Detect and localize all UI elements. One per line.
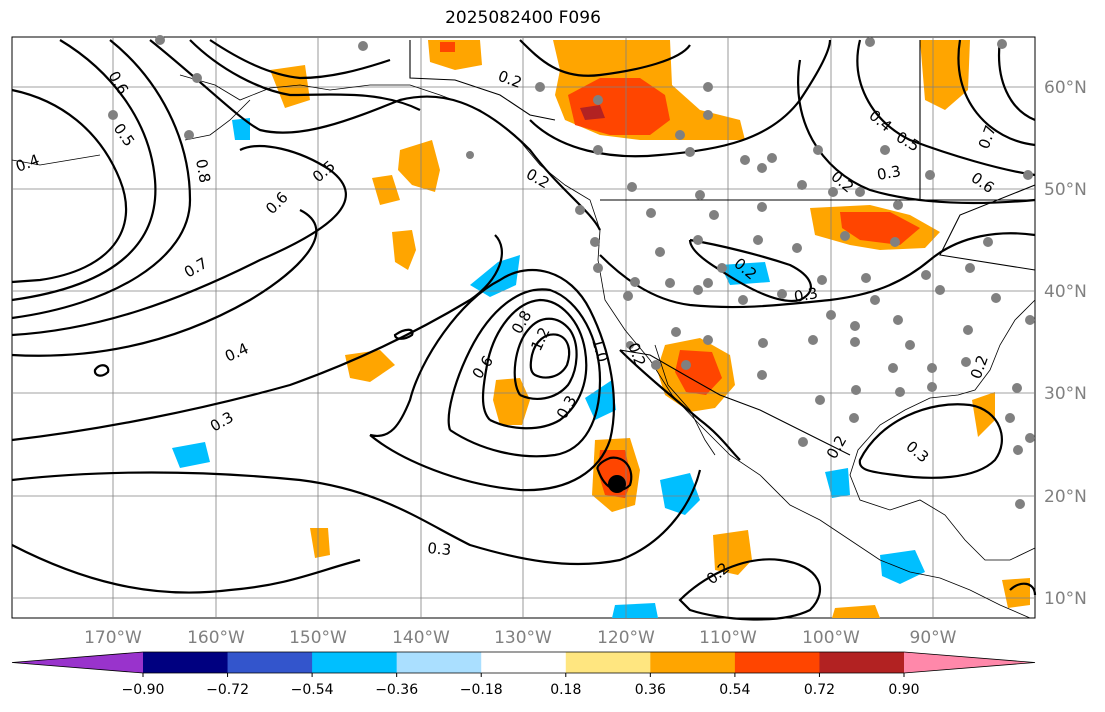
shading-patch xyxy=(392,230,416,270)
colorbar-tick-label: 0.18 xyxy=(550,682,581,698)
shading-patch xyxy=(270,65,310,108)
lon-label: 110°W xyxy=(699,628,757,648)
lat-label: 20°N xyxy=(1044,487,1087,507)
colorbar-tick-label: 0.36 xyxy=(635,682,666,698)
coastlines xyxy=(11,74,1036,619)
shading-patch xyxy=(880,550,925,584)
colorbar-segment xyxy=(819,652,905,673)
lon-label: 150°W xyxy=(289,628,347,648)
colorbar-segment xyxy=(650,652,736,673)
shading-patch xyxy=(1002,578,1030,608)
colorbar-extend-low xyxy=(12,652,143,673)
shading-patch xyxy=(372,175,400,205)
lat-label: 30°N xyxy=(1044,384,1087,404)
colorbar: −0.90 −0.72 −0.54 −0.36 −0.18 0.18 0.36 0.54 0.7… xyxy=(11,651,1036,698)
lon-label: 120°W xyxy=(597,628,655,648)
contour-label: 0.3 xyxy=(793,284,820,306)
colorbar-tick-label: −0.90 xyxy=(122,682,165,698)
colorbar-segment xyxy=(565,652,651,673)
lat-label: 10°N xyxy=(1044,589,1087,609)
colorbar-tick-label: −0.72 xyxy=(206,682,249,698)
lon-label: 90°W xyxy=(910,628,957,648)
contour-label: 0.3 xyxy=(876,162,903,184)
colorbar-tick-label: 0.90 xyxy=(888,682,919,698)
storm-center-marker xyxy=(608,475,626,493)
colorbar-tick-label: −0.54 xyxy=(291,682,334,698)
shading-patch xyxy=(832,605,880,618)
map-frame xyxy=(11,36,1036,619)
colorbar-segment xyxy=(734,652,820,673)
lat-label: 60°N xyxy=(1044,78,1087,98)
lat-label: 50°N xyxy=(1044,180,1087,200)
shading-patch xyxy=(568,78,670,135)
colorbar-segment xyxy=(227,652,313,673)
contour-lines xyxy=(11,39,1037,621)
borders xyxy=(409,40,1036,456)
shading-patch xyxy=(972,392,995,437)
colorbar-segment xyxy=(143,652,229,673)
contour-label: 0.8 xyxy=(192,158,214,185)
contour-label: 0.3 xyxy=(427,539,452,559)
lon-label: 140°W xyxy=(392,628,450,648)
longitude-labels: 170°W 160°W 150°W 140°W 130°W 120°W 110°… xyxy=(84,628,957,648)
colorbar-tick-label: −0.36 xyxy=(375,682,418,698)
shading-patch xyxy=(440,42,455,52)
colorbar-segment xyxy=(481,652,567,673)
colorbar-segment xyxy=(396,652,482,673)
shading-patch xyxy=(172,442,210,468)
lat-label: 40°N xyxy=(1044,282,1087,302)
shading-patch xyxy=(840,212,920,245)
lon-label: 170°W xyxy=(84,628,142,648)
shading-patch xyxy=(310,528,330,558)
station-dots xyxy=(108,35,1035,509)
shading-patch xyxy=(585,380,616,420)
shading-patch xyxy=(580,105,605,120)
shading-patch xyxy=(398,140,440,192)
colorbar-tick-label: 0.72 xyxy=(804,682,835,698)
latitude-labels: 60°N 50°N 40°N 30°N 20°N 10°N xyxy=(1044,78,1087,609)
colorbar-extend-high xyxy=(904,652,1035,673)
shading-patch xyxy=(660,473,700,515)
colorbar-segment xyxy=(312,652,398,673)
colorbar-tick-label: −0.18 xyxy=(460,682,503,698)
shading-patch xyxy=(493,378,530,425)
contour-label: 1.0 xyxy=(588,336,612,364)
map-title: 2025082400 F096 xyxy=(445,8,601,28)
lon-label: 160°W xyxy=(187,628,245,648)
lon-label: 130°W xyxy=(494,628,552,648)
colorbar-tick-label: 0.54 xyxy=(719,682,750,698)
shading-patch xyxy=(232,118,250,140)
lon-label: 100°W xyxy=(802,628,860,648)
shading-patch xyxy=(612,603,658,618)
